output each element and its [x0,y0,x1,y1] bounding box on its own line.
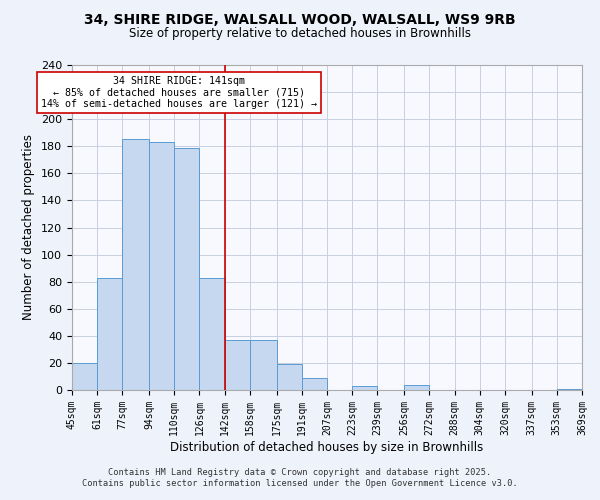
Bar [149,142,175,390]
Text: 34 SHIRE RIDGE: 141sqm
← 85% of detached houses are smaller (715)
14% of semi-de: 34 SHIRE RIDGE: 141sqm ← 85% of detached… [41,76,317,109]
Bar [97,278,122,390]
Bar [122,140,149,390]
X-axis label: Distribution of detached houses by size in Brownhills: Distribution of detached houses by size … [170,440,484,454]
Bar [352,386,377,390]
Bar [277,364,302,390]
Bar [199,278,224,390]
Text: Contains HM Land Registry data © Crown copyright and database right 2025.
Contai: Contains HM Land Registry data © Crown c… [82,468,518,487]
Bar [175,148,199,390]
Bar [72,363,97,390]
Bar [302,378,327,390]
Y-axis label: Number of detached properties: Number of detached properties [22,134,35,320]
Text: Size of property relative to detached houses in Brownhills: Size of property relative to detached ho… [129,28,471,40]
Bar [404,384,430,390]
Bar [557,388,582,390]
Bar [224,340,250,390]
Text: 34, SHIRE RIDGE, WALSALL WOOD, WALSALL, WS9 9RB: 34, SHIRE RIDGE, WALSALL WOOD, WALSALL, … [84,12,516,26]
Bar [250,340,277,390]
